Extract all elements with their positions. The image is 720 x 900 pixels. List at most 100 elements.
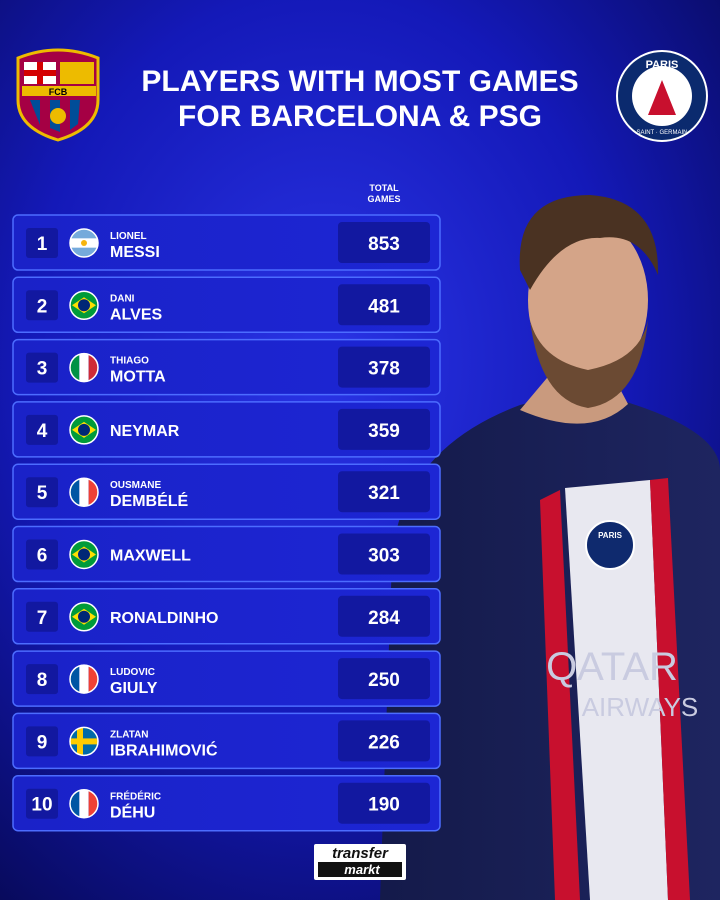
games: 284	[368, 608, 400, 629]
games: 250	[368, 670, 400, 691]
games: 321	[368, 483, 400, 504]
footer-box	[318, 862, 402, 877]
hair	[519, 195, 659, 290]
rank-box	[26, 414, 58, 445]
first-name: THIAGO	[110, 356, 149, 367]
last-name: MAXWELL	[110, 548, 191, 565]
jersey-stripe	[565, 480, 668, 900]
rank: 2	[37, 296, 48, 317]
flag	[70, 478, 98, 507]
crest-ball	[50, 108, 66, 124]
games-box	[338, 658, 430, 700]
last-name: DÉHU	[110, 803, 155, 822]
row-box	[12, 463, 441, 520]
rank-box	[26, 539, 58, 570]
flag-part	[70, 665, 80, 694]
barcelona-logo: FCB	[16, 48, 100, 142]
games-box	[338, 595, 430, 637]
first-name: FRÉDÉRIC	[110, 790, 161, 803]
crest-band	[22, 86, 96, 96]
first-name: DANI	[110, 293, 135, 304]
flag-border	[69, 726, 99, 757]
flag	[70, 727, 98, 756]
flag	[70, 291, 98, 320]
flag-border	[69, 477, 99, 507]
rank-box	[26, 601, 58, 632]
last-name: NEYMAR	[110, 423, 180, 440]
games: 303	[368, 546, 400, 567]
rank-box	[26, 228, 58, 258]
flag-part	[70, 353, 80, 382]
rank-box	[26, 788, 58, 819]
rank: 6	[37, 546, 48, 567]
crest-stripes	[60, 62, 94, 84]
first-name: LIONEL	[110, 231, 147, 242]
flag-part	[70, 738, 98, 745]
last-name: GIULY	[110, 680, 158, 697]
player-photo: PARIS QATAR AIRWAYS	[380, 195, 720, 900]
rank: 9	[37, 732, 48, 753]
flag-part	[78, 423, 90, 436]
rank: 7	[37, 608, 48, 629]
row-box	[12, 338, 441, 396]
jersey-stripe	[540, 490, 580, 900]
row-box	[12, 650, 441, 707]
row-box	[12, 712, 441, 770]
shirt-badge	[585, 520, 635, 570]
flag-part	[78, 548, 90, 561]
first-name: OUSMANE	[110, 480, 161, 491]
games-box	[338, 533, 430, 575]
flag-part	[88, 789, 98, 818]
rank: 4	[37, 421, 48, 442]
last-name: MESSI	[110, 244, 160, 261]
games-box	[338, 222, 430, 263]
flag	[70, 229, 98, 257]
row-box	[12, 401, 441, 458]
flag	[70, 789, 98, 818]
psg-logo: PARIS SAINT · GERMAIN	[616, 50, 708, 142]
row-box	[12, 774, 441, 832]
flag-part	[88, 478, 98, 507]
rank-box	[26, 352, 58, 383]
flag-border	[69, 788, 99, 819]
face	[528, 218, 648, 382]
row-box	[12, 214, 441, 271]
psg-text: PARIS	[646, 59, 679, 71]
games-box	[338, 782, 430, 824]
jersey-stripe	[650, 478, 690, 900]
games-box	[338, 284, 430, 326]
flag-part	[88, 665, 98, 694]
games-box	[338, 346, 430, 388]
games: 481	[368, 296, 400, 317]
footer-text: transfer	[332, 845, 389, 862]
sponsor-text: QATAR	[546, 645, 678, 689]
rank-box	[26, 664, 58, 695]
flag-border	[69, 664, 99, 694]
sponsor-text: AIRWAYS	[582, 692, 699, 722]
last-name: RONALDINHO	[110, 610, 218, 627]
flag	[70, 415, 98, 444]
flag-part	[79, 665, 89, 694]
flag-part	[79, 353, 89, 382]
rank-box	[26, 477, 58, 508]
rank-box	[26, 726, 58, 757]
games: 378	[368, 359, 400, 380]
games: 359	[368, 421, 400, 442]
rank: 3	[37, 359, 48, 380]
rank: 5	[37, 483, 48, 504]
transfermarkt-logo: transfer markt	[314, 844, 406, 880]
last-name: IBRAHIMOVIĆ	[110, 740, 218, 759]
first-name: LUDOVIC	[110, 667, 155, 678]
flag	[70, 665, 98, 694]
rank: 8	[37, 670, 48, 691]
last-name: DEMBÉLÉ	[110, 491, 189, 510]
games: 190	[368, 795, 400, 816]
last-name: ALVES	[110, 306, 162, 323]
shirt-badge-text: PARIS	[598, 531, 623, 540]
footer-text: markt	[344, 862, 380, 877]
flag-border	[69, 602, 99, 632]
column-header: GAMES	[367, 194, 400, 204]
flag	[70, 602, 98, 631]
psg-tower	[648, 80, 676, 115]
